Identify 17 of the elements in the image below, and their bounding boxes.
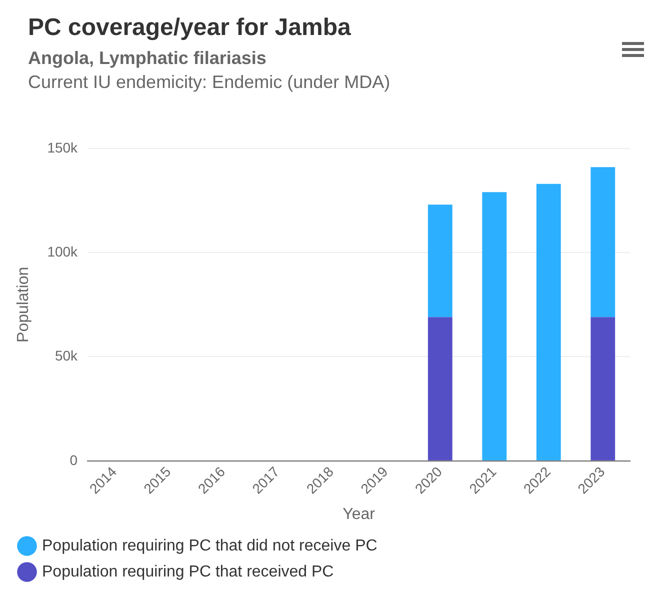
y-tick-label: 150k	[47, 139, 79, 156]
y-tick-label: 50k	[54, 348, 79, 364]
x-axis-title: Year	[342, 506, 376, 523]
bar	[590, 167, 616, 318]
bar	[482, 192, 507, 460]
bar	[590, 317, 616, 460]
bar	[428, 204, 452, 318]
text: Current IU endemicity: Endemic (under MDA)	[28, 72, 390, 93]
y-tick-label: 100k	[47, 243, 79, 260]
chart-title: PC coverage/year for Jamba	[28, 14, 351, 42]
y-axis-title: Population	[15, 266, 32, 342]
chart-subtitle: Angola, Lymphatic filariasis	[28, 48, 266, 69]
legend-label: Population requiring PC that received PC	[42, 563, 334, 580]
y-tick-label: 0	[70, 452, 78, 468]
bar	[536, 184, 561, 460]
legend-label: Population requiring PC that did not receive PC	[42, 537, 378, 554]
bar	[428, 317, 452, 460]
